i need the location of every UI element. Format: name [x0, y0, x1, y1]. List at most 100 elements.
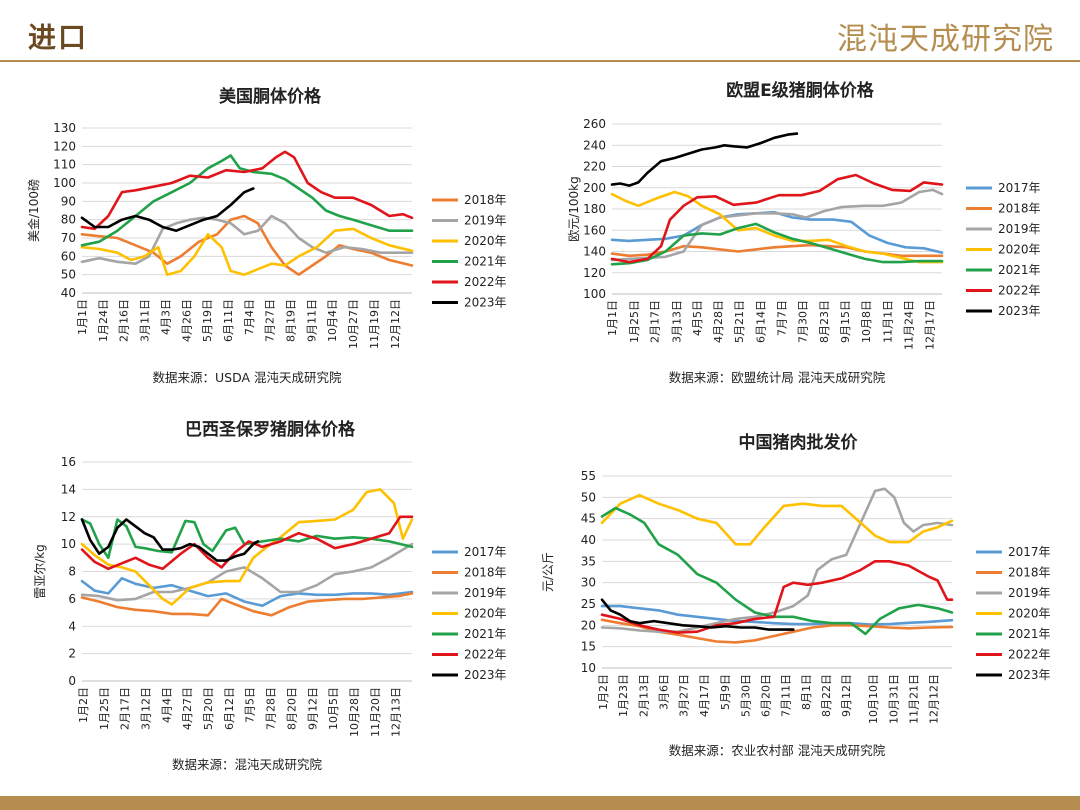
x-tick-label: 4月4日 — [160, 687, 173, 723]
y-tick-label: 12 — [61, 510, 76, 524]
y-tick-label: 110 — [53, 158, 76, 172]
x-tick-label: 12月12日 — [928, 674, 941, 724]
x-tick-label: 10月8日 — [860, 300, 873, 343]
legend-label: 2020年 — [464, 234, 507, 248]
legend-label: 2021年 — [1008, 627, 1051, 641]
y-tick-label: 180 — [583, 202, 606, 216]
x-tick-label: 2月13日 — [637, 674, 650, 717]
chart-title: 美国胴体价格 — [219, 86, 322, 107]
y-tick-label: 40 — [61, 286, 76, 300]
y-tick-label: 100 — [583, 287, 606, 301]
x-tick-label: 2月17日 — [119, 687, 132, 730]
y-axis-label: 欧元/100kg — [567, 176, 581, 242]
y-tick-label: 60 — [61, 249, 76, 263]
x-tick-label: 3月6日 — [658, 674, 671, 710]
y-axis-label: 雷亚尔/kg — [32, 544, 47, 599]
y-tick-label: 4 — [68, 619, 76, 633]
series-line-2020年 — [600, 493, 954, 546]
y-tick-label: 14 — [61, 482, 76, 496]
x-tick-label: 4月27日 — [181, 687, 194, 730]
x-tick-label: 7月11日 — [780, 674, 793, 717]
x-tick-label: 11月1日 — [882, 300, 895, 343]
legend-label: 2021年 — [998, 263, 1041, 277]
x-tick-label: 12月12日 — [389, 299, 402, 349]
x-tick-label: 8月19日 — [285, 299, 298, 342]
x-tick-label: 6月11日 — [222, 299, 235, 342]
y-tick-label: 16 — [61, 455, 76, 469]
x-tick-label: 3月11日 — [139, 299, 152, 342]
series-line-2022年 — [80, 515, 414, 571]
legend-label: 2021年 — [464, 255, 507, 269]
chart-us-carcass-price: 美国胴体价格 40 50 60 70 80 90 100 110 120 130 美金/100磅 1月1… — [26, 86, 507, 385]
x-tick-label: 8月23日 — [818, 300, 831, 343]
x-tick-label: 2月17日 — [649, 300, 662, 343]
x-tick-label: 3月13日 — [670, 300, 683, 343]
x-tick-label: 12月13日 — [390, 687, 403, 737]
legend-label: 2020年 — [998, 243, 1041, 257]
y-tick-label: 0 — [68, 674, 76, 688]
x-tick-label: 3月27日 — [678, 674, 691, 717]
y-axis-label: 元/公斤 — [541, 552, 555, 592]
y-tick-label: 35 — [581, 554, 596, 568]
x-tick-label: 2月16日 — [118, 299, 131, 342]
legend-label: 2021年 — [464, 627, 507, 641]
y-tick-label: 100 — [53, 176, 76, 190]
x-tick-label: 1月24日 — [97, 299, 110, 342]
brand-logo: 混沌天成研究院 — [837, 22, 1054, 57]
x-tick-label: 11月24日 — [902, 300, 915, 350]
x-tick-label: 7月5日 — [244, 687, 257, 723]
x-tick-label: 11月19日 — [368, 299, 381, 349]
legend-label: 2022年 — [464, 275, 507, 289]
chart-title: 欧盟E级猪胴体价格 — [726, 80, 875, 101]
x-tick-label: 3月12日 — [139, 687, 152, 730]
series-line-2023年 — [80, 187, 255, 232]
y-tick-label: 2 — [68, 647, 76, 661]
header-divider — [0, 60, 1080, 62]
x-tick-label: 1月1日 — [76, 299, 89, 335]
series-line-2019年 — [80, 214, 414, 265]
x-tick-label: 11月20日 — [369, 687, 382, 737]
series-line-2021年 — [600, 506, 954, 636]
x-tick-label: 1月1日 — [606, 300, 619, 336]
x-tick-label: 10月4日 — [326, 299, 339, 342]
y-tick-label: 30 — [581, 576, 596, 590]
legend-label: 2023年 — [1008, 668, 1051, 682]
x-tick-label: 9月12日 — [840, 674, 853, 717]
y-tick-label: 140 — [583, 245, 606, 259]
y-tick-label: 130 — [53, 121, 76, 135]
legend-label: 2023年 — [998, 304, 1041, 318]
y-tick-label: 45 — [581, 512, 596, 526]
source-note: 数据来源：混沌天成研究院 — [172, 757, 323, 772]
chart-title: 巴西圣保罗猪胴体价格 — [185, 419, 356, 440]
legend-label: 2022年 — [998, 284, 1041, 298]
x-tick-label: 1月25日 — [628, 300, 641, 343]
x-tick-label: 10月31日 — [887, 674, 900, 724]
series-line-2022年 — [610, 173, 944, 264]
legend-label: 2017年 — [464, 545, 507, 559]
y-tick-label: 120 — [53, 139, 76, 153]
y-tick-label: 55 — [581, 469, 596, 483]
x-tick-label: 7月28日 — [265, 687, 278, 730]
series-line-2023年 — [600, 598, 795, 631]
legend-label: 2018年 — [464, 193, 507, 207]
x-tick-label: 10月5日 — [327, 687, 340, 730]
x-tick-label: 4月26日 — [180, 299, 193, 342]
y-tick-label: 25 — [581, 597, 596, 611]
series-line-2023年 — [610, 132, 799, 187]
y-tick-label: 70 — [61, 231, 76, 245]
y-axis-label: 美金/100磅 — [26, 179, 41, 242]
legend-label: 2019年 — [998, 222, 1041, 236]
series-line-2018年 — [80, 214, 414, 276]
legend-label: 2023年 — [464, 668, 507, 682]
legend-label: 2018年 — [1008, 566, 1051, 580]
series-line-2020年 — [80, 227, 414, 276]
x-tick-label: 8月1日 — [800, 674, 813, 710]
legend-label: 2017年 — [998, 181, 1041, 195]
series-line-2021年 — [80, 154, 414, 247]
series-line-2022年 — [80, 150, 414, 231]
x-tick-label: 10月28日 — [348, 687, 361, 737]
chart-title: 中国猪肉批发价 — [739, 432, 859, 453]
legend-label: 2023年 — [464, 296, 507, 310]
page-title: 进口 — [28, 21, 89, 54]
legend-label: 2018年 — [464, 566, 507, 580]
